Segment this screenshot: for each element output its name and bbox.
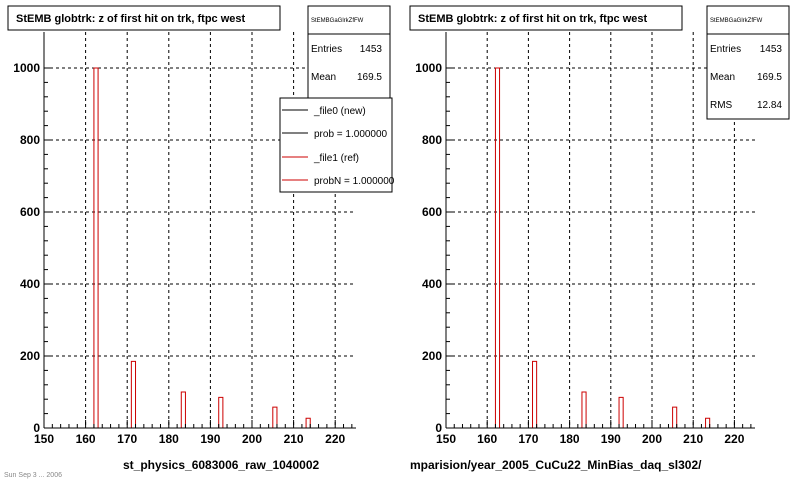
histogram-bar [705, 417, 711, 428]
y-tick-label: 0 [435, 421, 442, 435]
y-tick-label: 600 [422, 205, 442, 219]
left-axes: 150 160 170 180 190 200 210 220 0 200 400 600 800 100… [13, 32, 356, 446]
left-stats-entries-label: Entries [311, 44, 342, 55]
histogram-bar [672, 406, 678, 428]
left-stats-mean-value: 169.5 [357, 72, 382, 83]
histogram-bar [494, 67, 501, 428]
left-chart-title: StEMB globtrk: z of first hit on trk, ft… [16, 13, 246, 25]
x-tick-label: 190 [200, 432, 220, 446]
y-tick-label: 400 [20, 277, 40, 291]
right-stats-mean-value: 169.5 [757, 72, 782, 83]
histogram-bar [272, 406, 278, 428]
right-stats-rms-label: RMS [710, 100, 733, 111]
legend-entry-ref: _file1 (ref) [313, 153, 359, 164]
y-tick-label: 1000 [415, 61, 442, 75]
right-histogram-panel: StEMB globtrk: z of first hit on trk, ft… [409, 5, 790, 472]
x-tick-label: 190 [601, 432, 621, 446]
histogram-bar [305, 417, 311, 428]
legend-entry-new: _file0 (new) [313, 106, 366, 117]
x-tick-label: 200 [642, 432, 662, 446]
right-axes: 150 160 170 180 190 200 210 220 0 200 400 600 800 100… [415, 32, 755, 446]
right-stats-rms-value: 12.84 [757, 100, 782, 111]
y-tick-label: 1000 [13, 61, 40, 75]
y-tick-label: 800 [20, 133, 40, 147]
y-tick-label: 200 [422, 349, 442, 363]
x-tick-label: 210 [683, 432, 703, 446]
x-tick-label: 170 [117, 432, 137, 446]
x-tick-label: 160 [477, 432, 497, 446]
x-tick-label: 160 [76, 432, 96, 446]
left-title-box [7, 5, 281, 31]
right-stats-entries-label: Entries [710, 44, 741, 55]
left-stats-mean-label: Mean [311, 72, 336, 83]
x-tick-label: 180 [159, 432, 179, 446]
left-stats-title: StEMBGaGlrkZfFW [311, 18, 364, 24]
x-tick-label: 180 [560, 432, 580, 446]
x-tick-label: 200 [242, 432, 262, 446]
y-tick-label: 800 [422, 133, 442, 147]
left-stats-entries-value: 1453 [360, 44, 383, 55]
right-stats-mean-label: Mean [710, 72, 735, 83]
right-stats-entries-value: 1453 [760, 44, 783, 55]
left-stats-box: StEMBGaGlrkZfFW Entries 1453 Mean 169.5 [307, 5, 391, 99]
right-stats-box: StEMBGaGlrkZfFW Entries 1453 Mean 169.5 … [706, 5, 790, 120]
y-tick-label: 600 [20, 205, 40, 219]
right-gridlines [446, 32, 755, 428]
histogram-bar [130, 360, 137, 428]
left-histogram-bars [93, 67, 311, 428]
x-tick-label: 170 [518, 432, 538, 446]
y-tick-label: 200 [20, 349, 40, 363]
y-tick-label: 0 [33, 421, 40, 435]
legend-entry-probn: probN = 1.000000 [314, 176, 395, 187]
right-title-box [409, 5, 683, 31]
x-tick-label: 220 [325, 432, 345, 446]
histogram-bar [618, 396, 624, 428]
bottom-date-note: Sun Sep 3 ... 2006 [4, 472, 62, 479]
histogram-bar [532, 360, 538, 428]
histogram-bar [180, 391, 186, 428]
left-legend-box: _file0 (new) prob = 1.000000 _file1 (ref… [279, 97, 395, 193]
x-tick-label: 210 [284, 432, 304, 446]
histogram-bar [93, 67, 99, 428]
left-histogram-panel: StEMB globtrk: z of first hit on trk, ft… [7, 5, 395, 472]
right-histogram-bars [494, 67, 711, 428]
legend-entry-prob: prob = 1.000000 [314, 129, 388, 140]
histogram-bar [581, 391, 587, 428]
histogram-bar [218, 396, 224, 428]
right-stats-title: StEMBGaGlrkZfFW [710, 18, 763, 24]
right-footer-label: mparision/year_2005_CuCu22_MinBias_daq_s… [410, 458, 702, 472]
x-tick-label: 150 [34, 432, 54, 446]
x-tick-label: 150 [436, 432, 456, 446]
y-tick-label: 400 [422, 277, 442, 291]
left-footer-label: st_physics_6083006_raw_1040002 [123, 458, 319, 472]
right-chart-title: StEMB globtrk: z of first hit on trk, ft… [418, 13, 648, 25]
x-tick-label: 220 [724, 432, 744, 446]
